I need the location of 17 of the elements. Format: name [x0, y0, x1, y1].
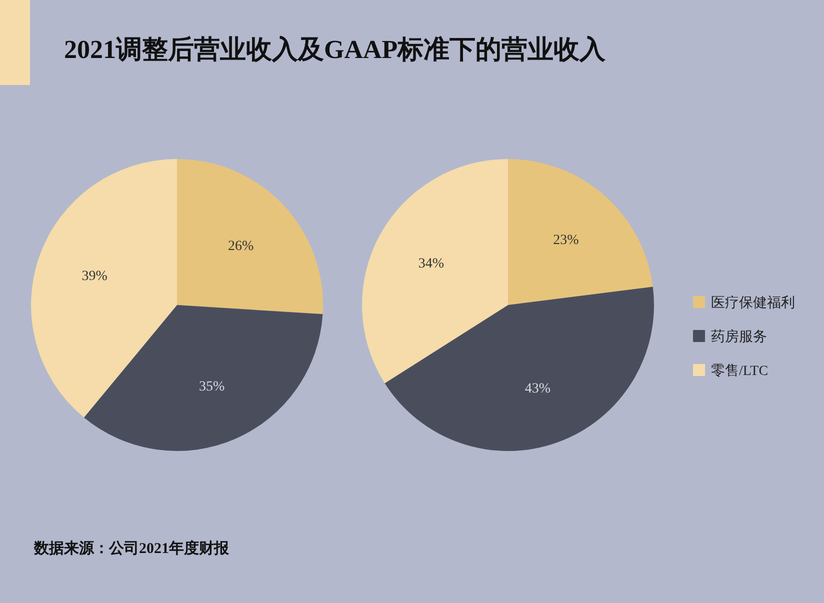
chart-title: 2021调整后营业收入及GAAP标准下的营业收入 — [64, 35, 607, 64]
legend-label: 零售/LTC — [711, 362, 768, 379]
data-label: 39% — [82, 269, 108, 284]
source-note: 数据来源：公司2021年度财报 — [33, 539, 230, 557]
legend-label: 药房服务 — [711, 328, 767, 345]
pie-slice — [384, 286, 654, 451]
pie-slice — [362, 159, 508, 384]
data-label: 26% — [228, 238, 254, 254]
data-label: 35% — [198, 379, 225, 394]
legend-label: 医疗保健福利 — [711, 294, 795, 311]
data-label: 43% — [524, 381, 551, 396]
pie-slice — [508, 159, 653, 305]
data-label: 34% — [418, 256, 444, 272]
pie-slice — [31, 159, 177, 418]
pie-slice — [84, 305, 323, 451]
pie-slice — [177, 159, 323, 314]
data-label: 23% — [553, 233, 580, 248]
